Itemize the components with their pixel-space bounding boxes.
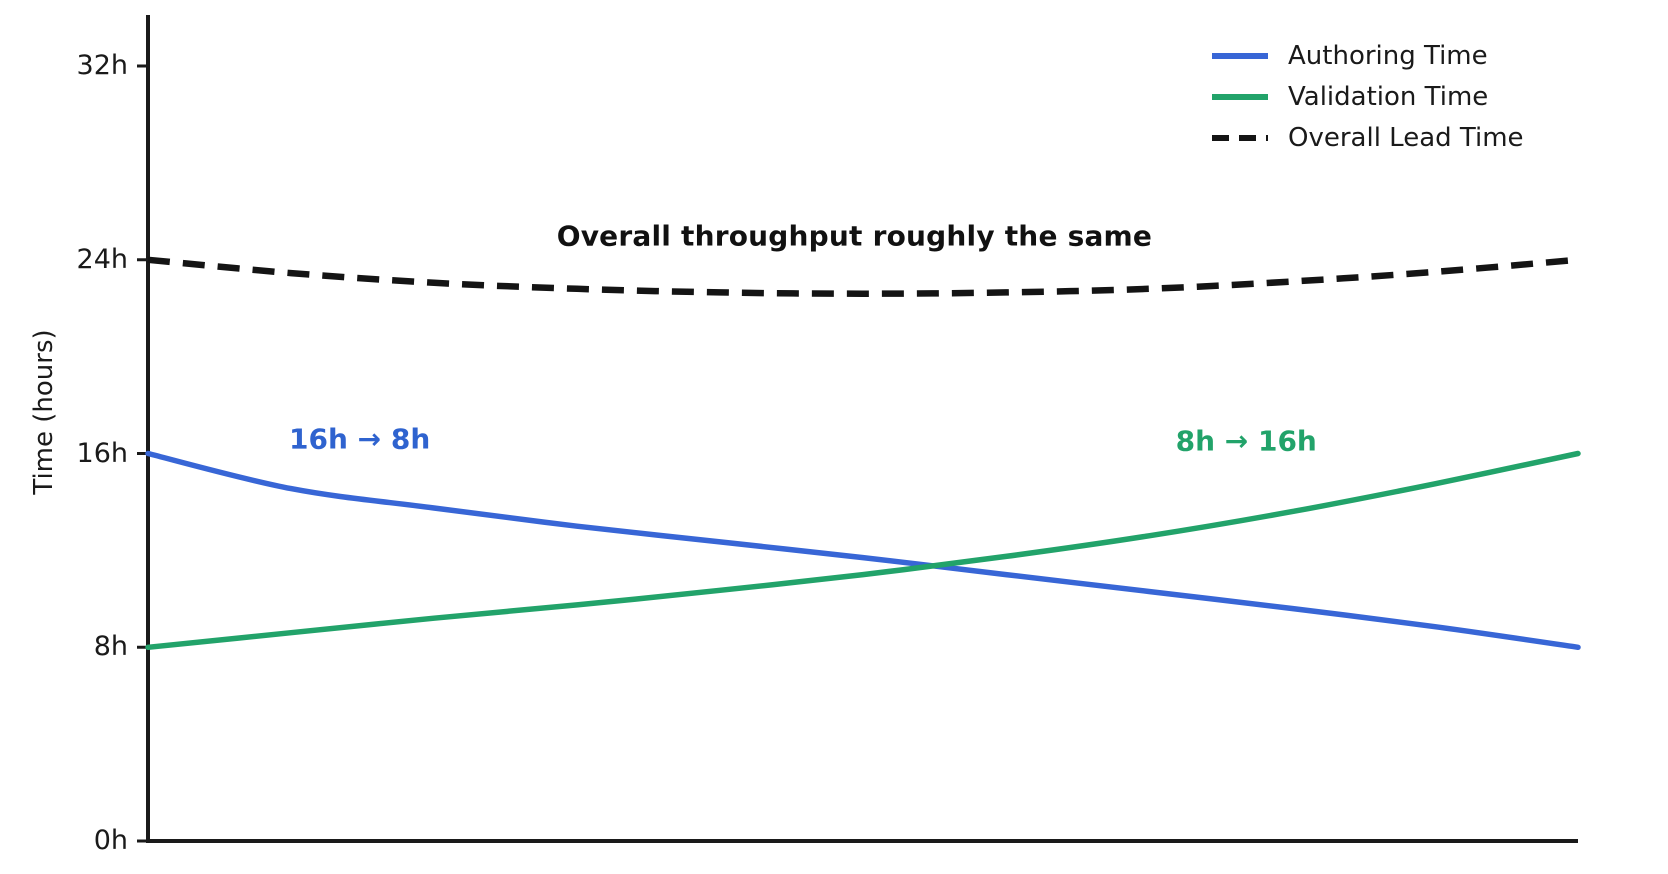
annotation-overall-throughput: Overall throughput roughly the same [556,219,1153,253]
legend: Authoring Time Validation Time Overall L… [1212,35,1524,158]
y-tick-label: 16h [76,437,128,469]
y-axis-title: Time (hours) [29,329,59,495]
legend-item-authoring-time: Authoring Time [1212,35,1524,76]
legend-label: Overall Lead Time [1288,122,1524,153]
legend-label: Authoring Time [1288,40,1488,71]
y-tick-label: 32h [76,50,128,81]
legend-line-swatch-solid-green [1212,93,1268,100]
legend-line-swatch-solid-blue [1212,52,1268,59]
y-tick-label: 8h [93,631,128,663]
line-validation-time [145,450,1581,651]
annotation-authoring-change: 16h → 8h [288,422,431,456]
y-axis-ticks [137,64,148,843]
annotation-validation-change: 8h → 16h [1175,424,1317,458]
y-tick-label: 0h [93,825,128,856]
y-tick-label: 24h [76,243,128,275]
legend-label: Validation Time [1288,81,1489,112]
legend-line-swatch-dashed-black [1212,134,1268,141]
line-overall-lead-time [147,256,1579,297]
line-authoring-time [145,450,1581,651]
legend-item-validation-time: Validation Time [1212,76,1524,117]
legend-item-overall-lead-time: Overall Lead Time [1212,117,1524,158]
